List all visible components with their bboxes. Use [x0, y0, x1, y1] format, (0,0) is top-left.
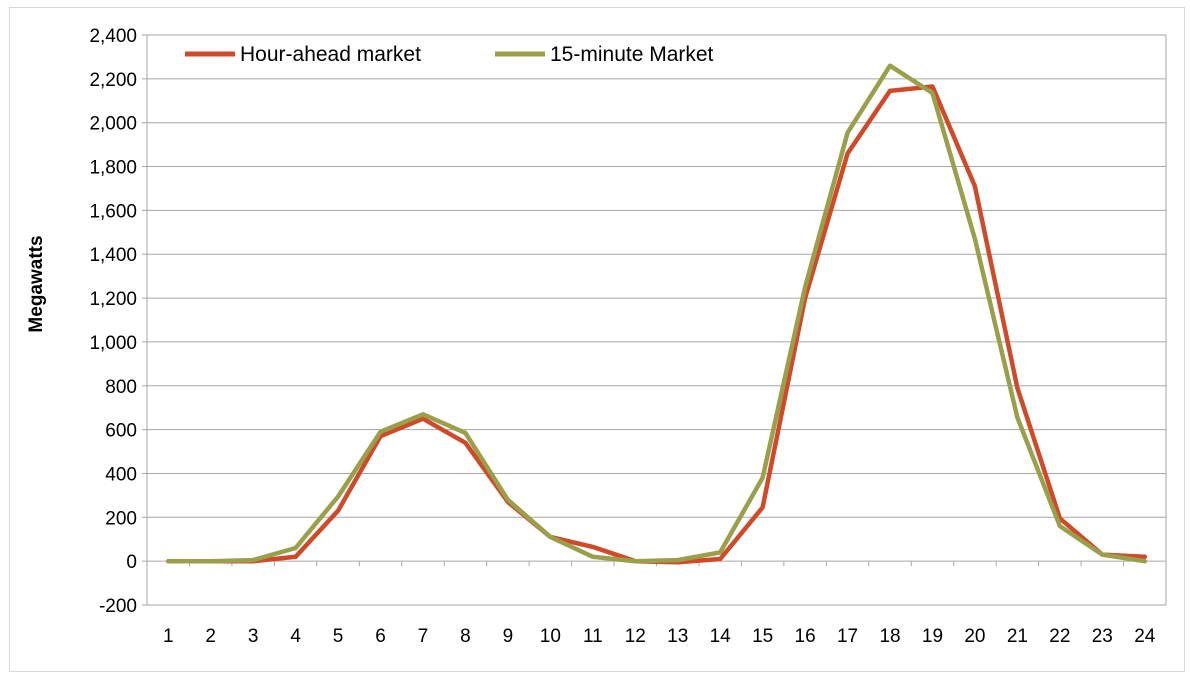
- y-axis-label: Megawatts: [26, 235, 47, 332]
- y-tick-label: 2,400: [89, 26, 137, 47]
- x-tick-label: 1: [163, 626, 174, 647]
- x-tick-label: 21: [1007, 626, 1028, 647]
- x-tick-label: 5: [333, 626, 344, 647]
- y-tick-label: 800: [105, 377, 137, 398]
- y-tick-label: 1,400: [89, 245, 137, 266]
- x-tick-label: 23: [1092, 626, 1113, 647]
- series-line: [168, 87, 1145, 563]
- x-tick-label: 6: [375, 626, 386, 647]
- y-tick-label: 1,000: [89, 333, 137, 354]
- y-tick-label: 0: [126, 552, 137, 573]
- x-tick-label: 4: [290, 626, 301, 647]
- x-tick-label: 9: [503, 626, 514, 647]
- x-tick-label: 3: [248, 626, 259, 647]
- x-tick-label: 7: [418, 626, 429, 647]
- x-tick-label: 17: [837, 626, 858, 647]
- y-tick-label: 200: [105, 508, 137, 529]
- y-tick-label: -200: [99, 596, 137, 617]
- x-tick-label: 19: [922, 626, 943, 647]
- x-tick-label: 20: [964, 626, 985, 647]
- legend-label: Hour-ahead market: [240, 43, 421, 66]
- y-tick-label: 400: [105, 464, 137, 485]
- y-tick-label: 1,200: [89, 289, 137, 310]
- x-tick-label: 13: [667, 626, 688, 647]
- y-tick-label: 1,800: [89, 158, 137, 179]
- x-tick-label: 24: [1134, 626, 1156, 647]
- gridlines: [147, 35, 1166, 605]
- x-tick-label: 22: [1049, 626, 1070, 647]
- x-tick-label: 11: [583, 626, 603, 647]
- legend: Hour-ahead market 15-minute Market: [185, 43, 714, 66]
- x-tick-label: 12: [625, 626, 646, 647]
- x-tick-label: 10: [540, 626, 561, 647]
- legend-label: 15-minute Market: [550, 43, 714, 66]
- y-tick-label: 2,000: [89, 114, 137, 135]
- y-tick-label: 2,200: [89, 70, 137, 91]
- y-tick-label: 1,600: [89, 201, 137, 222]
- x-tick-label: 14: [710, 626, 732, 647]
- x-tick-label: 8: [460, 626, 471, 647]
- x-tick-label: 2: [205, 626, 216, 647]
- x-tick-label: 16: [795, 626, 816, 647]
- series-lines: [168, 66, 1145, 563]
- x-tick-label: 18: [879, 626, 900, 647]
- series-line: [168, 66, 1145, 562]
- y-tick-label: 600: [105, 421, 137, 442]
- x-tick-label: 15: [752, 626, 773, 647]
